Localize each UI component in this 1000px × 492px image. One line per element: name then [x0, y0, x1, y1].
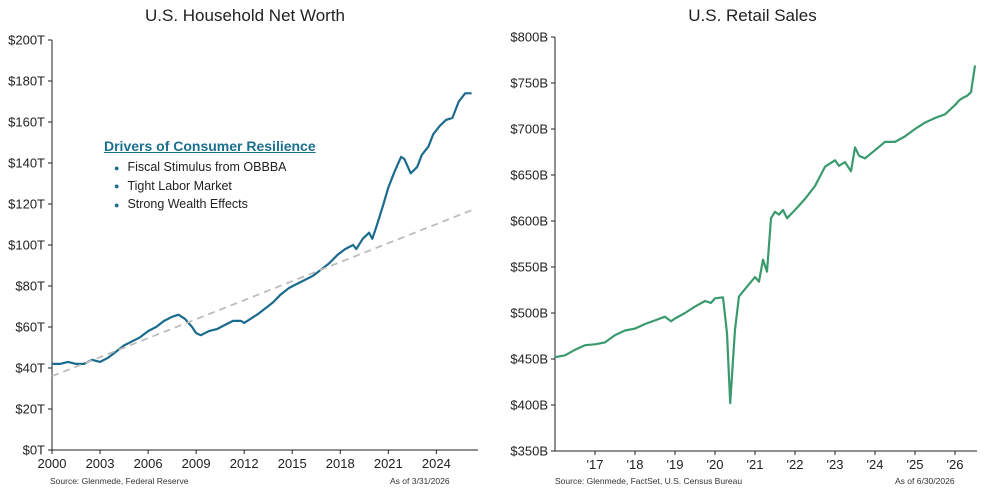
y-tick-label: $140T	[8, 156, 45, 171]
y-tick-label: $600B	[510, 214, 548, 229]
x-tick-label: 2018	[326, 456, 355, 471]
retail-sales-as-of: As of 6/30/2026	[895, 476, 955, 486]
y-tick-label: $0T	[23, 443, 45, 458]
drivers-callout: Drivers of Consumer Resilience ● Fiscal S…	[104, 138, 316, 214]
y-tick-label: $160T	[8, 115, 45, 130]
retail-sales-source: Source: Glenmede, FactSet, U.S. Census B…	[555, 476, 743, 486]
y-tick-label: $20T	[15, 402, 45, 417]
y-tick-label: $100T	[8, 238, 45, 253]
x-tick-label: '23	[827, 457, 844, 472]
y-tick-label: $80T	[15, 279, 45, 294]
x-tick-label: '18	[627, 457, 644, 472]
series-line	[52, 92, 472, 365]
y-tick-label: $550B	[510, 260, 548, 275]
x-tick-label: 2000	[38, 456, 67, 471]
drivers-callout-title: Drivers of Consumer Resilience	[104, 138, 316, 154]
y-tick-label: $40T	[15, 361, 45, 376]
x-tick-label: 2024	[422, 456, 451, 471]
net-worth-chart-title: U.S. Household Net Worth	[145, 6, 345, 25]
y-tick-label: $800B	[510, 30, 548, 45]
y-tick-label: $450B	[510, 352, 548, 367]
y-tick-label: $200T	[8, 33, 45, 48]
y-tick-label: $750B	[510, 76, 548, 91]
x-tick-label: 2009	[182, 456, 211, 471]
y-tick-label: $60T	[15, 320, 45, 335]
drivers-list-item: ● Fiscal Stimulus from OBBBA	[114, 160, 287, 174]
y-tick-label: $400B	[510, 398, 548, 413]
retail-sales-panel: U.S. Retail Sales $350B $400B $450B $500B $5…	[505, 0, 1000, 492]
x-tick-label: 2012	[230, 456, 259, 471]
net-worth-panel: U.S. Household Net Worth $0T $20T $40T $60T…	[0, 0, 490, 492]
net-worth-as-of: As of 3/31/2026	[390, 476, 450, 486]
x-tick-label: '24	[867, 457, 884, 472]
y-tick-label: $350B	[510, 444, 548, 459]
y-tick-label: $700B	[510, 122, 548, 137]
x-tick-label: 2015	[278, 456, 307, 471]
y-tick-label: $180T	[8, 74, 45, 89]
x-tick-label: '22	[787, 457, 804, 472]
x-tick-label: 2021	[374, 456, 403, 471]
x-tick-label: '26	[947, 457, 964, 472]
drivers-list: ● Fiscal Stimulus from OBBBA ● Tight Labor…	[104, 158, 316, 214]
net-worth-source: Source: Glenmede, Federal Reserve	[50, 476, 189, 486]
y-tick-label: $650B	[510, 168, 548, 183]
series-line	[554, 65, 977, 405]
y-tick-label: $120T	[8, 197, 45, 212]
retail-sales-chart: $350B $400B $450B $500B $550B $600B $650B $700B…	[510, 30, 977, 472]
x-tick-label: 2006	[134, 456, 163, 471]
trend-line	[51, 209, 472, 378]
net-worth-chart: $0T $20T $40T $60T $80T $100T $120T $140T $160T $…	[8, 33, 478, 471]
x-tick-label: '25	[907, 457, 924, 472]
drivers-list-item: ● Strong Wealth Effects	[114, 197, 248, 212]
bullet-icon: ●	[114, 200, 120, 211]
drivers-list-item: ● Tight Labor Market	[114, 178, 232, 193]
bullet-icon: ●	[114, 181, 120, 192]
x-tick-label: 2003	[86, 456, 115, 471]
x-tick-label: '19	[667, 457, 684, 472]
x-tick-label: '21	[747, 457, 764, 472]
y-tick-label: $500B	[510, 306, 548, 321]
bullet-icon: ●	[114, 162, 120, 173]
retail-sales-chart-title: U.S. Retail Sales	[688, 6, 817, 25]
x-tick-label: '20	[707, 457, 724, 472]
x-tick-label: '17	[587, 457, 604, 472]
